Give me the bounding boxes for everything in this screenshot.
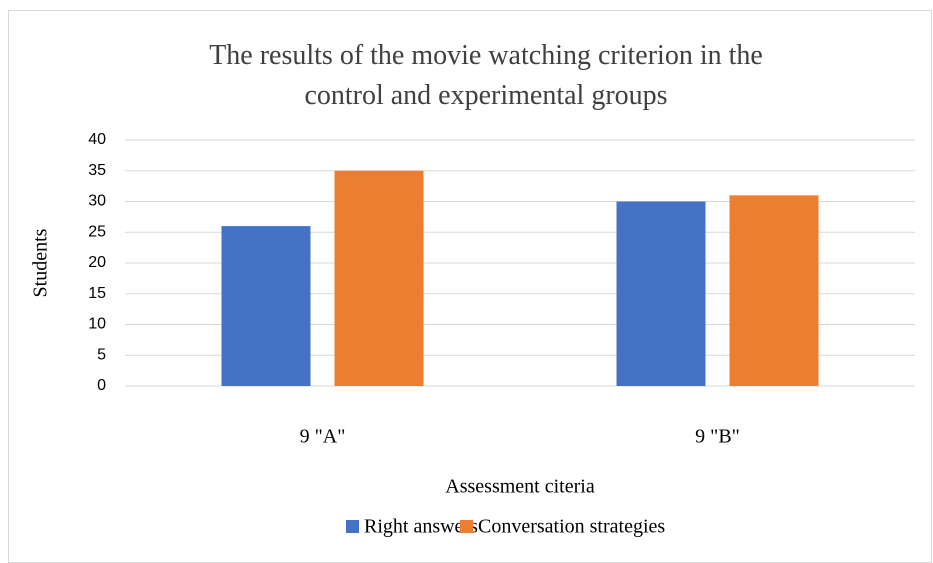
y-tick-label: 35 — [88, 162, 106, 179]
x-axis-title: Assessment citeria — [445, 476, 595, 498]
y-axis-title: Students — [30, 228, 52, 297]
legend-swatch — [460, 520, 473, 533]
legend-label: Right answers — [364, 516, 478, 538]
y-tick-label: 10 — [88, 316, 106, 333]
legend-swatch — [346, 520, 359, 533]
bar — [729, 195, 819, 386]
y-tick-label: 25 — [88, 223, 106, 240]
y-tick-label: 40 — [88, 131, 106, 148]
y-tick-label: 15 — [88, 285, 106, 302]
x-tick-label: 9 "A" — [300, 426, 346, 448]
x-tick-label: 9 "B" — [695, 426, 740, 448]
y-tick-label: 5 — [97, 346, 106, 363]
bar — [221, 226, 311, 386]
chart-title: The results of the movie watching criter… — [209, 40, 763, 111]
bar — [334, 170, 424, 386]
y-tick-label: 30 — [88, 193, 106, 210]
y-tick-label: 0 — [97, 377, 106, 394]
legend-label: Conversation strategies — [478, 516, 665, 538]
y-tick-label: 20 — [88, 254, 106, 271]
bar — [616, 201, 706, 386]
